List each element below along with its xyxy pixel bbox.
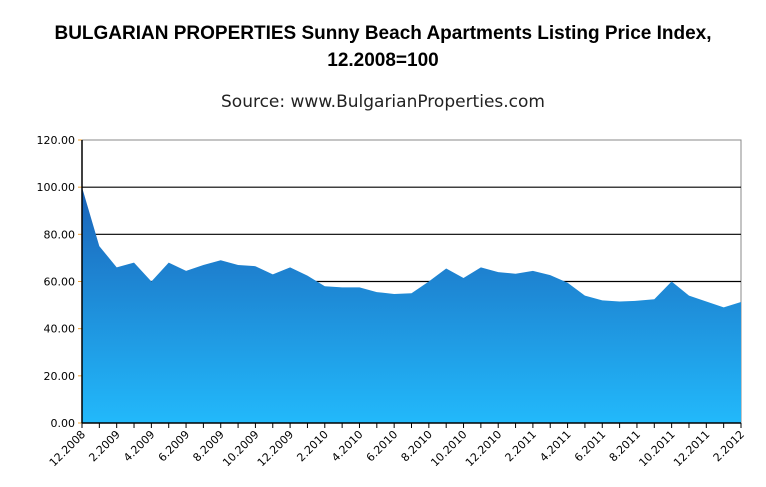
y-tick-label: 40.00: [44, 323, 76, 336]
x-tick-label: 2.2010: [294, 428, 330, 464]
x-tick-label: 2.2012: [711, 428, 747, 464]
y-tick-label: 100.00: [37, 181, 76, 194]
x-tick-label: 12.2009: [255, 428, 296, 469]
x-tick-label: 12.2011: [671, 428, 712, 469]
x-tick-label: 2.2009: [86, 428, 122, 464]
y-tick-label: 0.00: [51, 417, 76, 430]
x-tick-label: 4.2011: [537, 428, 573, 464]
x-tick-label: 4.2009: [121, 428, 157, 464]
y-tick-label: 60.00: [44, 276, 76, 289]
chart-subtitle: Source: www.BulgarianProperties.com: [221, 92, 545, 112]
x-tick-label: 10.2009: [220, 428, 261, 469]
x-tick-label: 6.2009: [156, 428, 192, 464]
y-tick-label: 120.00: [37, 134, 76, 147]
x-tick-label: 10.2010: [428, 428, 469, 469]
x-tick-label: 2.2011: [503, 428, 539, 464]
chart-title: BULGARIAN PROPERTIES Sunny Beach Apartme…: [54, 23, 712, 71]
y-tick-label: 20.00: [44, 370, 76, 383]
x-tick-label: 6.2010: [364, 428, 400, 464]
series-area: [82, 187, 741, 423]
x-tick-label: 10.2011: [636, 428, 677, 469]
x-tick-label: 12.2010: [463, 428, 504, 469]
x-tick-label: 6.2011: [572, 428, 608, 464]
x-tick-label: 4.2010: [329, 428, 365, 464]
y-tick-label: 80.00: [44, 228, 76, 241]
x-tick-label: 12.2008: [47, 428, 88, 469]
